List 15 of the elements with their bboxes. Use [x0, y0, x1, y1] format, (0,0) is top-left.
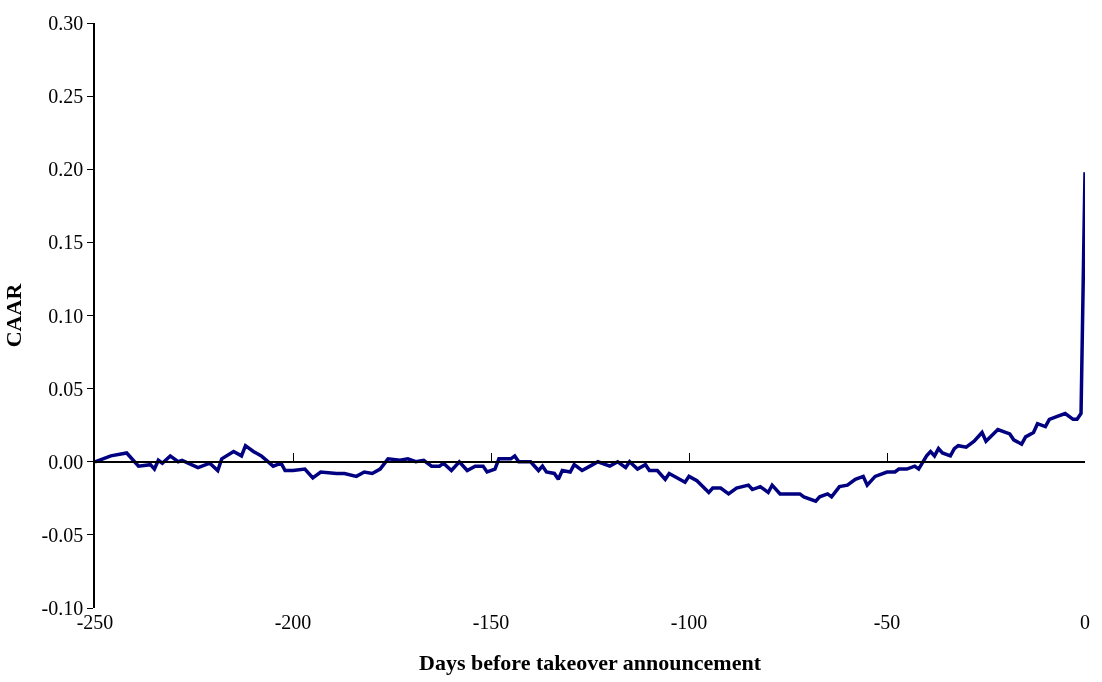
x-tick-label: 0	[1080, 611, 1090, 633]
y-tick-label: 0.05	[48, 377, 84, 400]
y-tick-label: 0.00	[48, 450, 84, 473]
x-tick-label: -200	[274, 611, 312, 633]
x-axis-title: Days before takeover announcement	[419, 649, 762, 675]
x-tick-label: -150	[472, 611, 510, 633]
y-axis-title: CAAR	[0, 282, 26, 348]
y-tick-label: -0.05	[41, 523, 84, 546]
x-tick-label: -100	[670, 611, 708, 633]
y-tick-label: 0.10	[48, 304, 84, 327]
y-tick-label: 0.15	[48, 231, 84, 254]
y-tick-label: 0.25	[48, 85, 84, 108]
y-tick-label: 0.30	[48, 12, 84, 34]
y-tick-label: 0.20	[48, 158, 84, 181]
x-tick-label: -50	[873, 611, 901, 633]
